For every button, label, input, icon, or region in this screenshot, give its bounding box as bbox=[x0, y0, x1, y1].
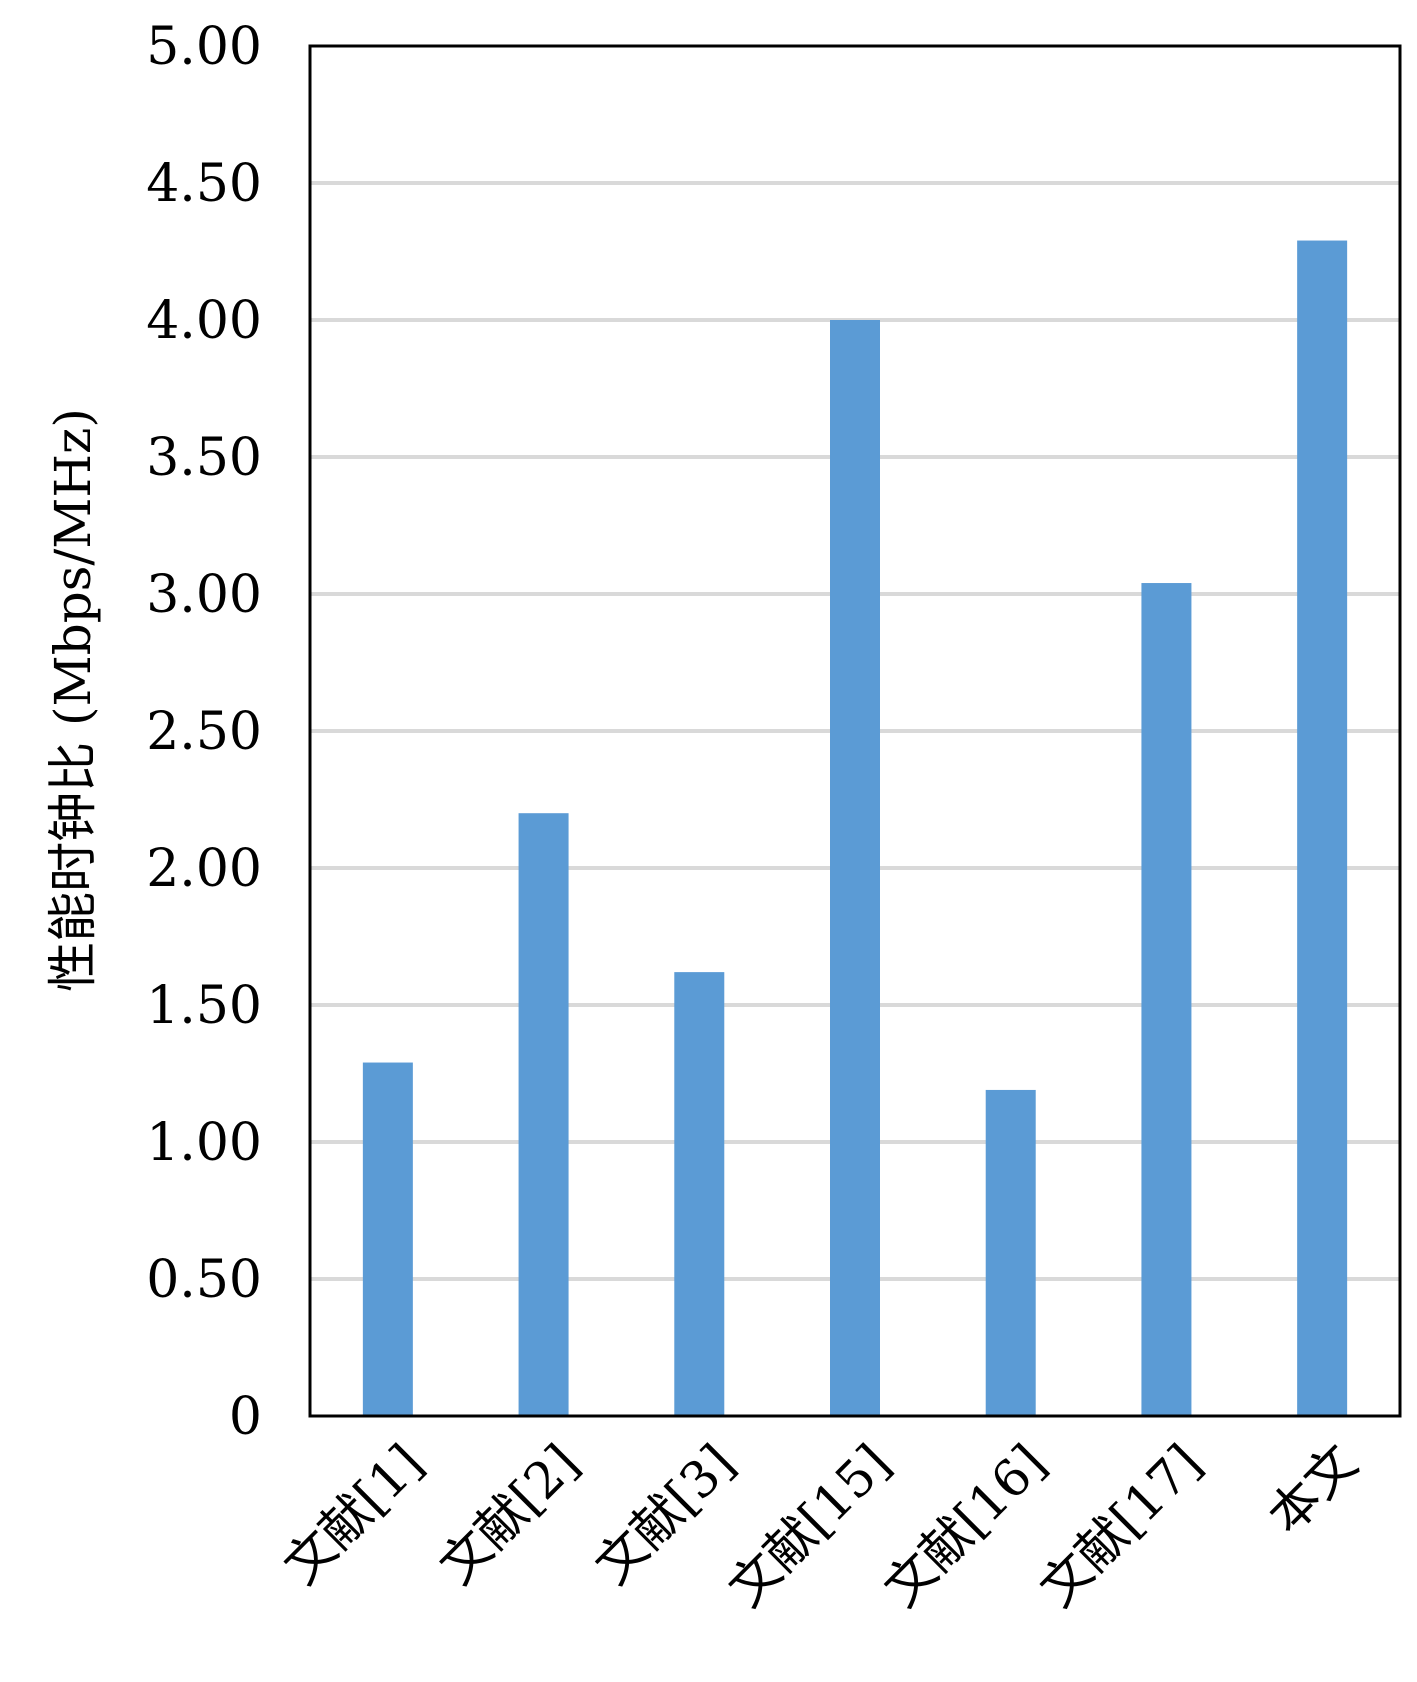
x-tick-label: 文献[2] bbox=[428, 1433, 590, 1595]
y-tick-label: 5.00 bbox=[146, 17, 262, 77]
x-tick-labels: 文献[1]文献[2]文献[3]文献[15]文献[16]文献[17] 本文 bbox=[273, 1433, 1369, 1617]
x-tick-label: 文献[1] bbox=[273, 1433, 435, 1595]
bars bbox=[362, 240, 1348, 1416]
x-tick-label: 文献[15] bbox=[717, 1433, 901, 1617]
x-tick-label: 本文 bbox=[1257, 1433, 1369, 1545]
x-tick-label: 文献[16] bbox=[873, 1433, 1057, 1617]
bar bbox=[830, 320, 880, 1416]
y-tick-label: 1.50 bbox=[146, 976, 262, 1036]
y-tick-label: 4.50 bbox=[146, 154, 262, 214]
plot-frame bbox=[308, 44, 1402, 1418]
y-tick-label: 3.50 bbox=[146, 428, 262, 488]
bar bbox=[362, 1062, 413, 1416]
y-tick-label: 2.50 bbox=[146, 702, 262, 762]
y-tick-label: 4.00 bbox=[146, 291, 262, 351]
y-tick-label: 1.00 bbox=[146, 1113, 262, 1173]
x-tick-label: 文献[3] bbox=[584, 1433, 746, 1595]
bar bbox=[674, 972, 725, 1416]
bar bbox=[985, 1089, 1036, 1416]
y-axis-label: 性能时钟比 (Mbps/MHz) bbox=[44, 408, 102, 992]
bar bbox=[1141, 583, 1192, 1416]
y-tick-label: 0 bbox=[229, 1387, 262, 1447]
y-tick-label: 3.00 bbox=[146, 565, 262, 625]
x-tick-label: 文献[17] bbox=[1029, 1433, 1213, 1617]
bar bbox=[1297, 240, 1348, 1416]
y-tick-labels: 0 0.50 1.00 1.50 2.00 2.50 3.00 3.50 4.00 4.50 5.0… bbox=[146, 17, 262, 1447]
y-tick-label: 0.50 bbox=[146, 1250, 262, 1310]
y-tick-label: 2.00 bbox=[146, 839, 262, 899]
bar bbox=[518, 813, 569, 1416]
